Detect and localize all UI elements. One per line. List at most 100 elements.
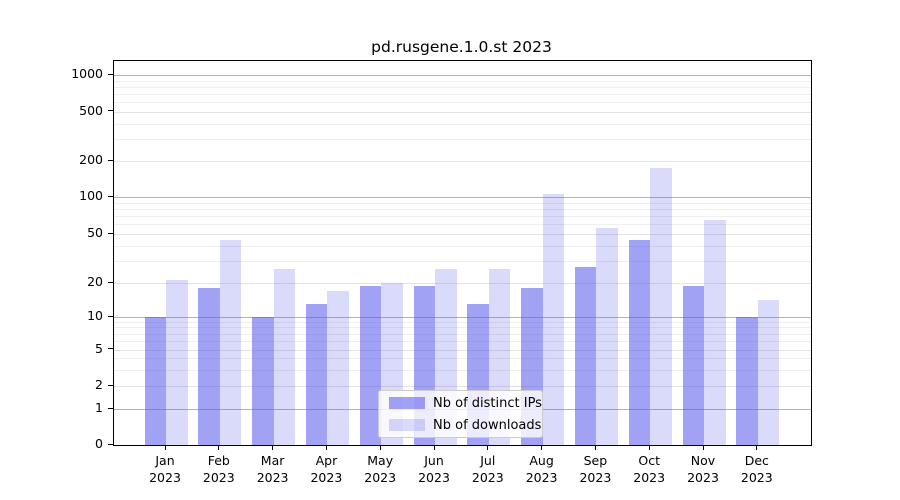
y-tick-mark-200: [108, 159, 113, 161]
bar-dl-dec-2023: [757, 300, 780, 445]
x-tick-label-apr: Apr 2023: [310, 453, 343, 485]
gridline-minor: [114, 327, 811, 329]
bar-ip-sep-2023: [574, 266, 597, 445]
x-tick-mark-5: [433, 445, 435, 450]
x-tick-label-dec: Dec 2023: [740, 453, 773, 485]
y-tick-mark-100: [108, 195, 113, 197]
gridline-100: [114, 197, 811, 198]
bar-ip-dec-2023: [736, 317, 758, 445]
gridline-50: [114, 234, 811, 235]
legend-item-distinct-ips: Nb of distinct IPs: [389, 394, 542, 413]
x-tick-label-aug: Aug 2023: [525, 453, 558, 485]
legend-label-distinct-ips: Nb of distinct IPs: [433, 395, 542, 411]
gridline-10: [114, 317, 811, 318]
bar-ip-feb-2023: [198, 288, 220, 445]
y-tick-label-20: 20: [87, 274, 103, 289]
y-tick-mark-10: [108, 315, 113, 317]
y-tick-label-50: 50: [87, 225, 103, 240]
x-tick-mark-3: [325, 445, 328, 450]
x-tick-label-nov: Nov 2023: [687, 453, 719, 485]
gridline-minor: [114, 80, 811, 82]
x-tick-label-sep: Sep 2023: [579, 453, 612, 485]
legend-label-downloads: Nb of downloads: [433, 417, 542, 433]
y-tick-label-1: 1: [95, 400, 103, 415]
gridline-20: [114, 283, 811, 284]
gridline-200: [114, 161, 811, 162]
x-tick-mark-9: [648, 445, 650, 450]
gridline-2: [114, 386, 811, 387]
gridline-500: [114, 111, 811, 113]
x-tick-mark-8: [594, 445, 597, 450]
x-tick-mark-0: [164, 445, 166, 450]
gridline-minor: [114, 333, 811, 335]
bar-ip-mar-2023: [252, 317, 274, 445]
x-tick-label-jan: Jan 2023: [149, 453, 181, 485]
gridline-5: [114, 349, 811, 351]
y-tick-label-2: 2: [95, 377, 103, 392]
y-tick-label-100: 100: [79, 188, 103, 203]
y-tick-label-5: 5: [95, 340, 103, 356]
x-tick-label-oct: Oct 2023: [633, 453, 666, 485]
y-tick-label-1000: 1000: [71, 66, 103, 82]
bar-ip-nov-2023: [682, 285, 704, 445]
x-tick-label-may: May 2023: [364, 453, 397, 485]
gridline-minor: [114, 208, 811, 210]
y-tick-label-0: 0: [95, 436, 103, 451]
bar-ip-jan-2023: [144, 317, 166, 445]
gridline-minor: [114, 245, 811, 247]
gridline-1000: [114, 75, 811, 77]
bar-dl-feb-2023: [219, 239, 242, 445]
gridline-minor: [114, 224, 811, 226]
x-tick-label-mar: Mar 2023: [256, 453, 289, 485]
bar-dl-oct-2023: [650, 167, 672, 445]
y-tick-mark-1: [108, 407, 113, 409]
gridline-minor: [114, 358, 811, 360]
x-tick-mark-6: [487, 445, 489, 450]
gridline-minor: [114, 202, 811, 204]
bar-ip-apr-2023: [305, 304, 328, 445]
gridline-minor: [114, 123, 811, 125]
bar-dl-jan-2023: [166, 280, 188, 445]
y-tick-label-10: 10: [87, 308, 103, 323]
x-tick-label-jul: Jul 2023: [471, 453, 504, 485]
y-tick-mark-2: [108, 384, 113, 386]
bar-dl-aug-2023: [542, 194, 565, 445]
x-tick-label-jun: Jun 2023: [418, 453, 450, 485]
bar-dl-apr-2023: [327, 290, 349, 445]
chart-title: pd.rusgene.1.0.st 2023: [371, 38, 552, 56]
gridline-minor: [114, 87, 811, 89]
y-tick-mark-500: [108, 110, 113, 112]
x-tick-mark-1: [218, 445, 220, 450]
gridline-minor: [114, 139, 811, 141]
gridline-minor: [114, 369, 811, 371]
bar-dl-nov-2023: [704, 219, 726, 445]
bar-ip-may-2023: [359, 285, 382, 445]
gridline-minor: [114, 94, 811, 96]
bar-dl-mar-2023: [273, 268, 296, 445]
gridline-minor: [114, 321, 811, 323]
y-tick-label-500: 500: [79, 102, 103, 118]
bar-dl-sep-2023: [596, 227, 618, 445]
gridline-minor: [114, 341, 811, 343]
gridline-minor: [114, 216, 811, 218]
plot-area: [113, 60, 812, 446]
bar-ip-oct-2023: [628, 239, 651, 445]
y-tick-mark-50: [108, 232, 113, 234]
legend-swatch-downloads: [389, 419, 425, 431]
x-tick-label-feb: Feb 2023: [202, 453, 235, 485]
y-tick-label-200: 200: [79, 152, 103, 167]
x-tick-mark-4: [379, 445, 381, 450]
legend-swatch-distinct-ips: [389, 397, 425, 409]
y-tick-mark-5: [108, 348, 113, 350]
y-tick-mark-20: [108, 281, 113, 283]
gridline-minor: [114, 261, 811, 263]
x-tick-mark-10: [702, 445, 704, 450]
gridline-minor: [114, 102, 811, 104]
y-tick-mark-0: [108, 443, 113, 445]
x-tick-mark-11: [756, 445, 758, 450]
y-tick-mark-1000: [108, 73, 113, 75]
legend: Nb of distinct IPs Nb of downloads: [378, 390, 543, 438]
x-tick-mark-2: [272, 445, 274, 450]
legend-item-downloads: Nb of downloads: [389, 416, 541, 435]
